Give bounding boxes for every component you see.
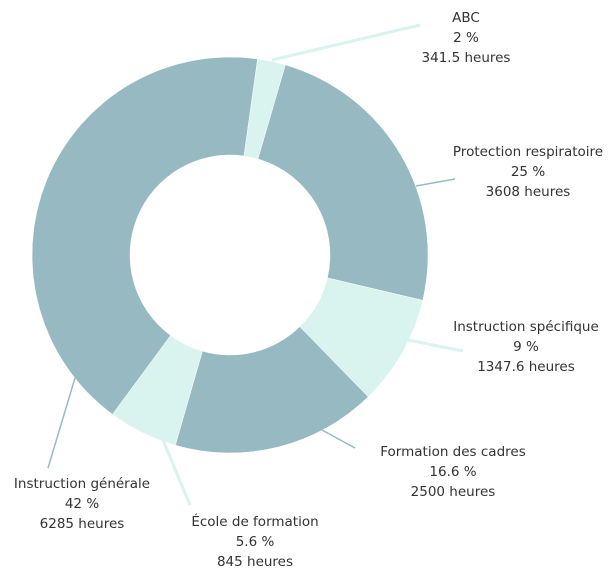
leader-line <box>161 439 192 506</box>
slice-value: 3608 heures <box>486 184 571 200</box>
leader-line <box>415 178 456 187</box>
leader-line <box>321 429 356 449</box>
slice-percentage: 16.6 % <box>429 464 476 480</box>
slice-value: 845 heures <box>217 554 293 568</box>
slice-percentage: 25 % <box>511 164 545 180</box>
leader-line <box>407 338 464 353</box>
donut-slice <box>257 64 429 301</box>
donut-slice <box>31 56 258 415</box>
leader-line <box>271 23 421 62</box>
slice-value: 341.5 heures <box>422 50 511 66</box>
slice-percentage: 42 % <box>65 496 99 512</box>
slice-value: 6285 heures <box>40 516 125 532</box>
slice-percentage: 5.6 % <box>236 534 275 550</box>
donut-slice <box>174 326 369 454</box>
slice-label: École de formation <box>191 513 318 530</box>
slice-label: Protection respiratoire <box>453 144 603 160</box>
leader-line <box>47 377 76 469</box>
slice-label: Instruction spécifique <box>453 319 599 335</box>
slice-percentage: 9 % <box>513 339 539 355</box>
slice-label: Instruction générale <box>14 476 150 492</box>
slice-label: ABC <box>452 10 480 26</box>
slice-percentage: 2 % <box>453 30 479 46</box>
slice-value: 1347.6 heures <box>477 359 575 375</box>
slice-label: Formation des cadres <box>380 444 526 460</box>
slice-value: 2500 heures <box>411 484 496 500</box>
